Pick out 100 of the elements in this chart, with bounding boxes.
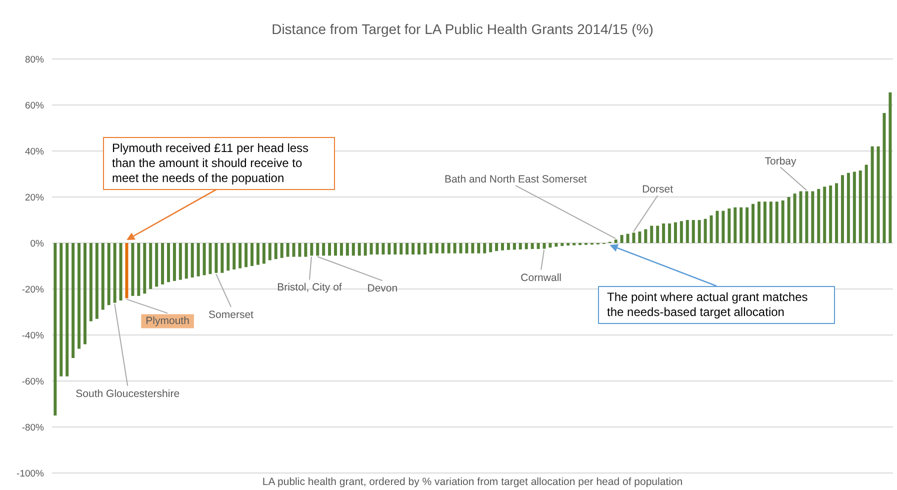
bar bbox=[161, 243, 164, 284]
y-tick-label: -80% bbox=[22, 422, 45, 434]
bar bbox=[101, 243, 104, 310]
bar bbox=[125, 243, 128, 298]
bar bbox=[650, 226, 654, 243]
bar bbox=[54, 243, 57, 416]
bar bbox=[346, 243, 349, 256]
annotation: Plymouth bbox=[146, 315, 190, 328]
bar bbox=[232, 243, 236, 270]
bar bbox=[412, 243, 415, 254]
bar bbox=[78, 243, 81, 349]
bar bbox=[757, 202, 760, 243]
bar bbox=[316, 243, 320, 256]
bar bbox=[358, 243, 361, 256]
bar bbox=[524, 243, 528, 250]
bar bbox=[674, 222, 677, 243]
bar bbox=[518, 243, 522, 250]
bar bbox=[214, 243, 218, 273]
annotation: Torbay bbox=[764, 155, 798, 168]
bar bbox=[376, 243, 379, 254]
bar bbox=[846, 172, 850, 243]
bar bbox=[483, 243, 486, 254]
bar bbox=[817, 188, 820, 243]
bar bbox=[60, 243, 63, 376]
bar bbox=[686, 220, 689, 243]
annotation: Bath and North East Somerset bbox=[444, 174, 587, 186]
bar bbox=[418, 243, 421, 254]
bar bbox=[548, 243, 552, 248]
bar bbox=[119, 243, 122, 300]
bar bbox=[202, 243, 206, 276]
bar bbox=[66, 243, 69, 376]
bar bbox=[662, 223, 666, 243]
bar bbox=[262, 243, 266, 264]
bar bbox=[435, 243, 438, 254]
y-tick-label: -60% bbox=[22, 376, 45, 388]
bar bbox=[864, 164, 868, 243]
annotation: Somerset bbox=[208, 308, 254, 321]
bar bbox=[638, 232, 642, 243]
bar bbox=[692, 220, 695, 243]
bar bbox=[286, 243, 290, 257]
bar bbox=[823, 186, 826, 243]
bar bbox=[495, 243, 498, 252]
bar bbox=[131, 243, 134, 296]
bar bbox=[465, 243, 468, 254]
bar bbox=[178, 243, 182, 280]
bar bbox=[394, 243, 397, 254]
x-axis-title: LA public health grant, ordered by % variation from target allocation per head of population bbox=[262, 476, 683, 488]
bar bbox=[143, 243, 146, 294]
bar bbox=[238, 243, 242, 268]
bar bbox=[304, 243, 308, 257]
y-tick-label: 20% bbox=[24, 192, 45, 204]
bar bbox=[763, 202, 766, 243]
bar bbox=[882, 113, 886, 243]
bar bbox=[512, 243, 516, 250]
bar bbox=[298, 243, 302, 257]
bar bbox=[501, 243, 504, 250]
bar bbox=[226, 243, 230, 271]
bar bbox=[870, 146, 874, 243]
bar bbox=[95, 243, 98, 319]
bar bbox=[250, 243, 254, 266]
bar bbox=[107, 243, 110, 306]
bar bbox=[292, 243, 296, 257]
bar bbox=[340, 243, 343, 256]
bar bbox=[137, 243, 140, 296]
bar bbox=[852, 172, 856, 243]
bar bbox=[244, 243, 248, 268]
bar bbox=[710, 215, 713, 243]
bar bbox=[184, 243, 188, 279]
bar bbox=[746, 207, 749, 243]
bar bbox=[805, 191, 808, 243]
bar bbox=[554, 243, 558, 247]
bar bbox=[310, 243, 314, 256]
bar bbox=[113, 243, 116, 303]
bar bbox=[155, 243, 158, 287]
bar bbox=[370, 243, 373, 254]
chart-title: Distance from Target for LA Public Health Grants 2014/15 (%) bbox=[272, 21, 654, 37]
bar bbox=[787, 197, 790, 243]
bar bbox=[429, 243, 432, 254]
y-tick-label: 80% bbox=[24, 54, 45, 66]
bar bbox=[256, 243, 260, 265]
bar bbox=[734, 207, 737, 243]
bar bbox=[722, 210, 725, 243]
bar bbox=[769, 202, 772, 243]
bar bbox=[441, 243, 444, 254]
bar bbox=[72, 243, 75, 358]
y-tick-label: 60% bbox=[24, 100, 45, 112]
bar bbox=[190, 243, 194, 278]
bar bbox=[740, 207, 743, 243]
bar bbox=[166, 243, 170, 282]
bar bbox=[447, 243, 450, 254]
bar bbox=[89, 243, 92, 322]
bar bbox=[542, 243, 546, 249]
bar bbox=[560, 243, 564, 246]
bar bbox=[423, 243, 426, 254]
bar bbox=[196, 243, 200, 276]
bar bbox=[453, 243, 456, 254]
annotation: Devon bbox=[367, 282, 398, 295]
bar bbox=[382, 243, 385, 254]
bar bbox=[268, 243, 272, 260]
bar bbox=[149, 243, 152, 289]
